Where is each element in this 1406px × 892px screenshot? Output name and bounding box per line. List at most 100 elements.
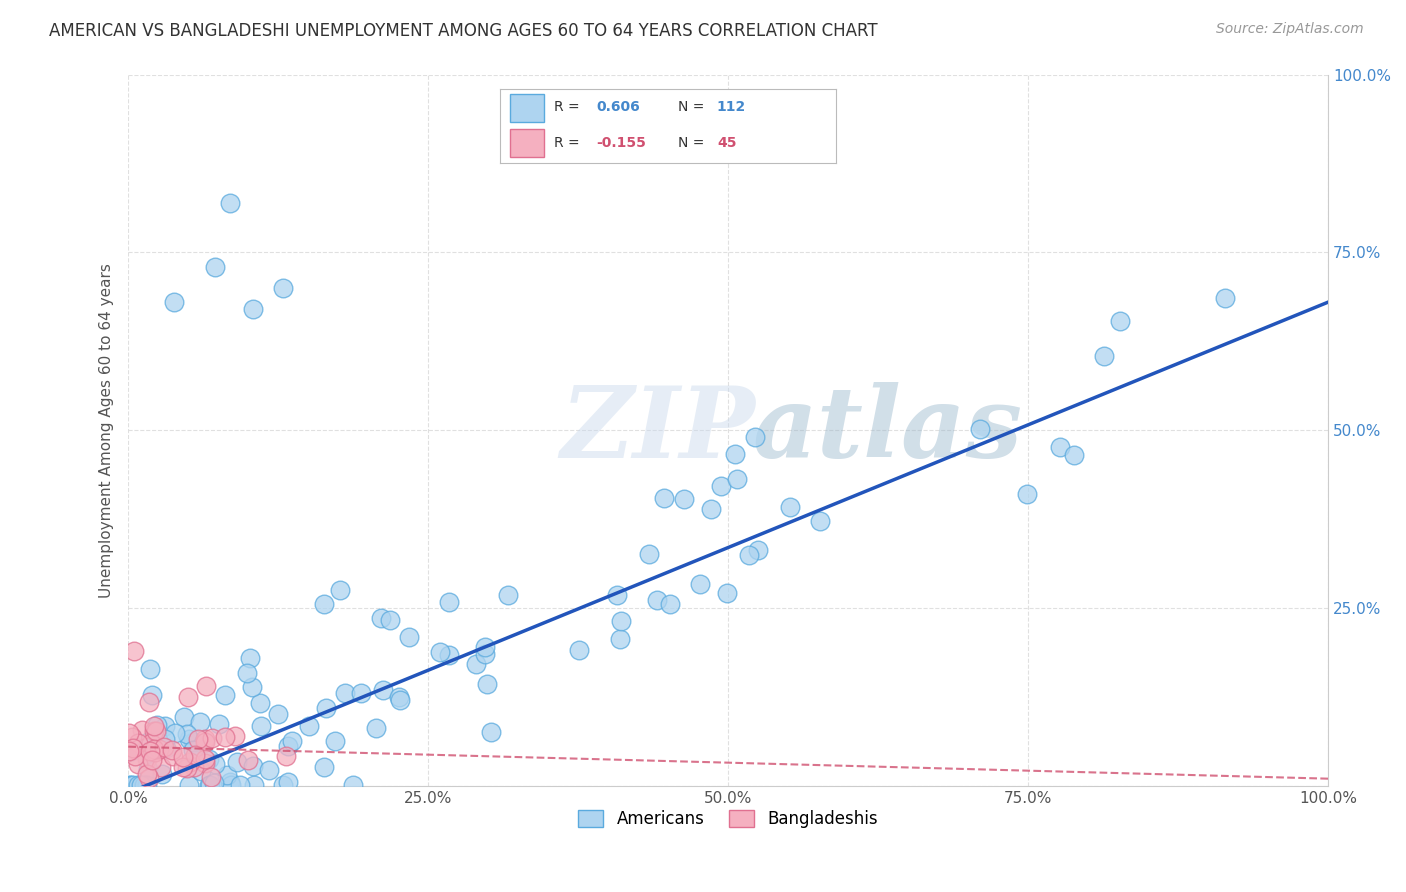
Point bbox=[172, 760, 194, 774]
Point bbox=[1015, 487, 1038, 501]
Point bbox=[659, 597, 682, 611]
Point bbox=[219, 778, 242, 792]
Point bbox=[148, 741, 170, 756]
Point bbox=[183, 760, 205, 774]
Point bbox=[378, 613, 401, 627]
Point bbox=[225, 755, 247, 769]
Point bbox=[204, 757, 226, 772]
Point bbox=[779, 500, 801, 514]
Point bbox=[1109, 314, 1132, 328]
Point bbox=[568, 643, 591, 657]
Text: Source: ZipAtlas.com: Source: ZipAtlas.com bbox=[1216, 22, 1364, 37]
Point bbox=[240, 680, 263, 694]
Point bbox=[474, 647, 496, 661]
Point bbox=[1049, 440, 1071, 454]
Point bbox=[127, 757, 149, 772]
Point bbox=[131, 723, 153, 738]
Point bbox=[122, 741, 145, 756]
Point bbox=[177, 690, 200, 705]
Point bbox=[249, 697, 271, 711]
Point bbox=[479, 724, 502, 739]
Point bbox=[638, 547, 661, 561]
Point bbox=[190, 764, 212, 779]
Point bbox=[645, 593, 668, 607]
Point bbox=[969, 422, 991, 436]
Point bbox=[389, 692, 412, 706]
Point bbox=[673, 491, 696, 506]
Point bbox=[744, 430, 766, 444]
Point bbox=[242, 758, 264, 772]
Point bbox=[204, 260, 226, 274]
Point bbox=[153, 732, 176, 747]
Point bbox=[689, 576, 711, 591]
Point bbox=[725, 472, 748, 486]
Point bbox=[129, 778, 152, 792]
Point bbox=[250, 719, 273, 733]
Point bbox=[177, 731, 200, 746]
Point bbox=[723, 447, 745, 461]
Point bbox=[163, 295, 186, 310]
Point bbox=[323, 734, 346, 748]
Point bbox=[236, 665, 259, 680]
Point bbox=[197, 752, 219, 766]
Point bbox=[236, 753, 259, 767]
Y-axis label: Unemployment Among Ages 60 to 64 years: Unemployment Among Ages 60 to 64 years bbox=[100, 263, 114, 598]
Point bbox=[162, 748, 184, 763]
Legend: Americans, Bangladeshis: Americans, Bangladeshis bbox=[571, 803, 884, 834]
Point bbox=[257, 763, 280, 777]
Point bbox=[437, 648, 460, 662]
Point bbox=[371, 682, 394, 697]
Point bbox=[143, 745, 166, 759]
Point bbox=[315, 701, 337, 715]
Point bbox=[1063, 448, 1085, 462]
Point bbox=[176, 761, 198, 775]
Point bbox=[364, 721, 387, 735]
Point bbox=[652, 491, 675, 505]
Point bbox=[120, 744, 142, 758]
Point bbox=[143, 742, 166, 756]
Point bbox=[194, 752, 217, 766]
Point bbox=[139, 744, 162, 758]
Point bbox=[429, 645, 451, 659]
Point bbox=[239, 651, 262, 665]
Point bbox=[120, 778, 142, 792]
Point bbox=[173, 710, 195, 724]
Point bbox=[136, 751, 159, 765]
Point bbox=[201, 731, 224, 745]
Point bbox=[139, 662, 162, 676]
Point bbox=[141, 688, 163, 702]
Point bbox=[333, 686, 356, 700]
Point bbox=[145, 723, 167, 738]
Point bbox=[176, 727, 198, 741]
Point bbox=[138, 695, 160, 709]
Point bbox=[437, 595, 460, 609]
Point bbox=[127, 778, 149, 792]
Text: AMERICAN VS BANGLADESHI UNEMPLOYMENT AMONG AGES 60 TO 64 YEARS CORRELATION CHART: AMERICAN VS BANGLADESHI UNEMPLOYMENT AMO… bbox=[49, 22, 877, 40]
Point bbox=[153, 718, 176, 732]
Point bbox=[135, 747, 157, 761]
Point bbox=[716, 586, 738, 600]
Point bbox=[298, 719, 321, 733]
Point bbox=[124, 748, 146, 763]
Point bbox=[146, 718, 169, 732]
Point bbox=[370, 611, 392, 625]
Point bbox=[179, 755, 201, 769]
Point bbox=[122, 778, 145, 792]
Point bbox=[224, 729, 246, 743]
Point bbox=[118, 744, 141, 758]
Point bbox=[142, 723, 165, 738]
Point bbox=[202, 776, 225, 790]
Point bbox=[342, 778, 364, 792]
Point bbox=[214, 688, 236, 702]
Point bbox=[153, 740, 176, 755]
Point bbox=[136, 778, 159, 792]
Point bbox=[267, 707, 290, 722]
Point bbox=[388, 690, 411, 705]
Point bbox=[138, 771, 160, 785]
Point bbox=[181, 743, 204, 757]
Point bbox=[122, 643, 145, 657]
Point bbox=[214, 731, 236, 745]
Point bbox=[142, 719, 165, 733]
Point bbox=[609, 614, 631, 628]
Point bbox=[276, 748, 298, 763]
